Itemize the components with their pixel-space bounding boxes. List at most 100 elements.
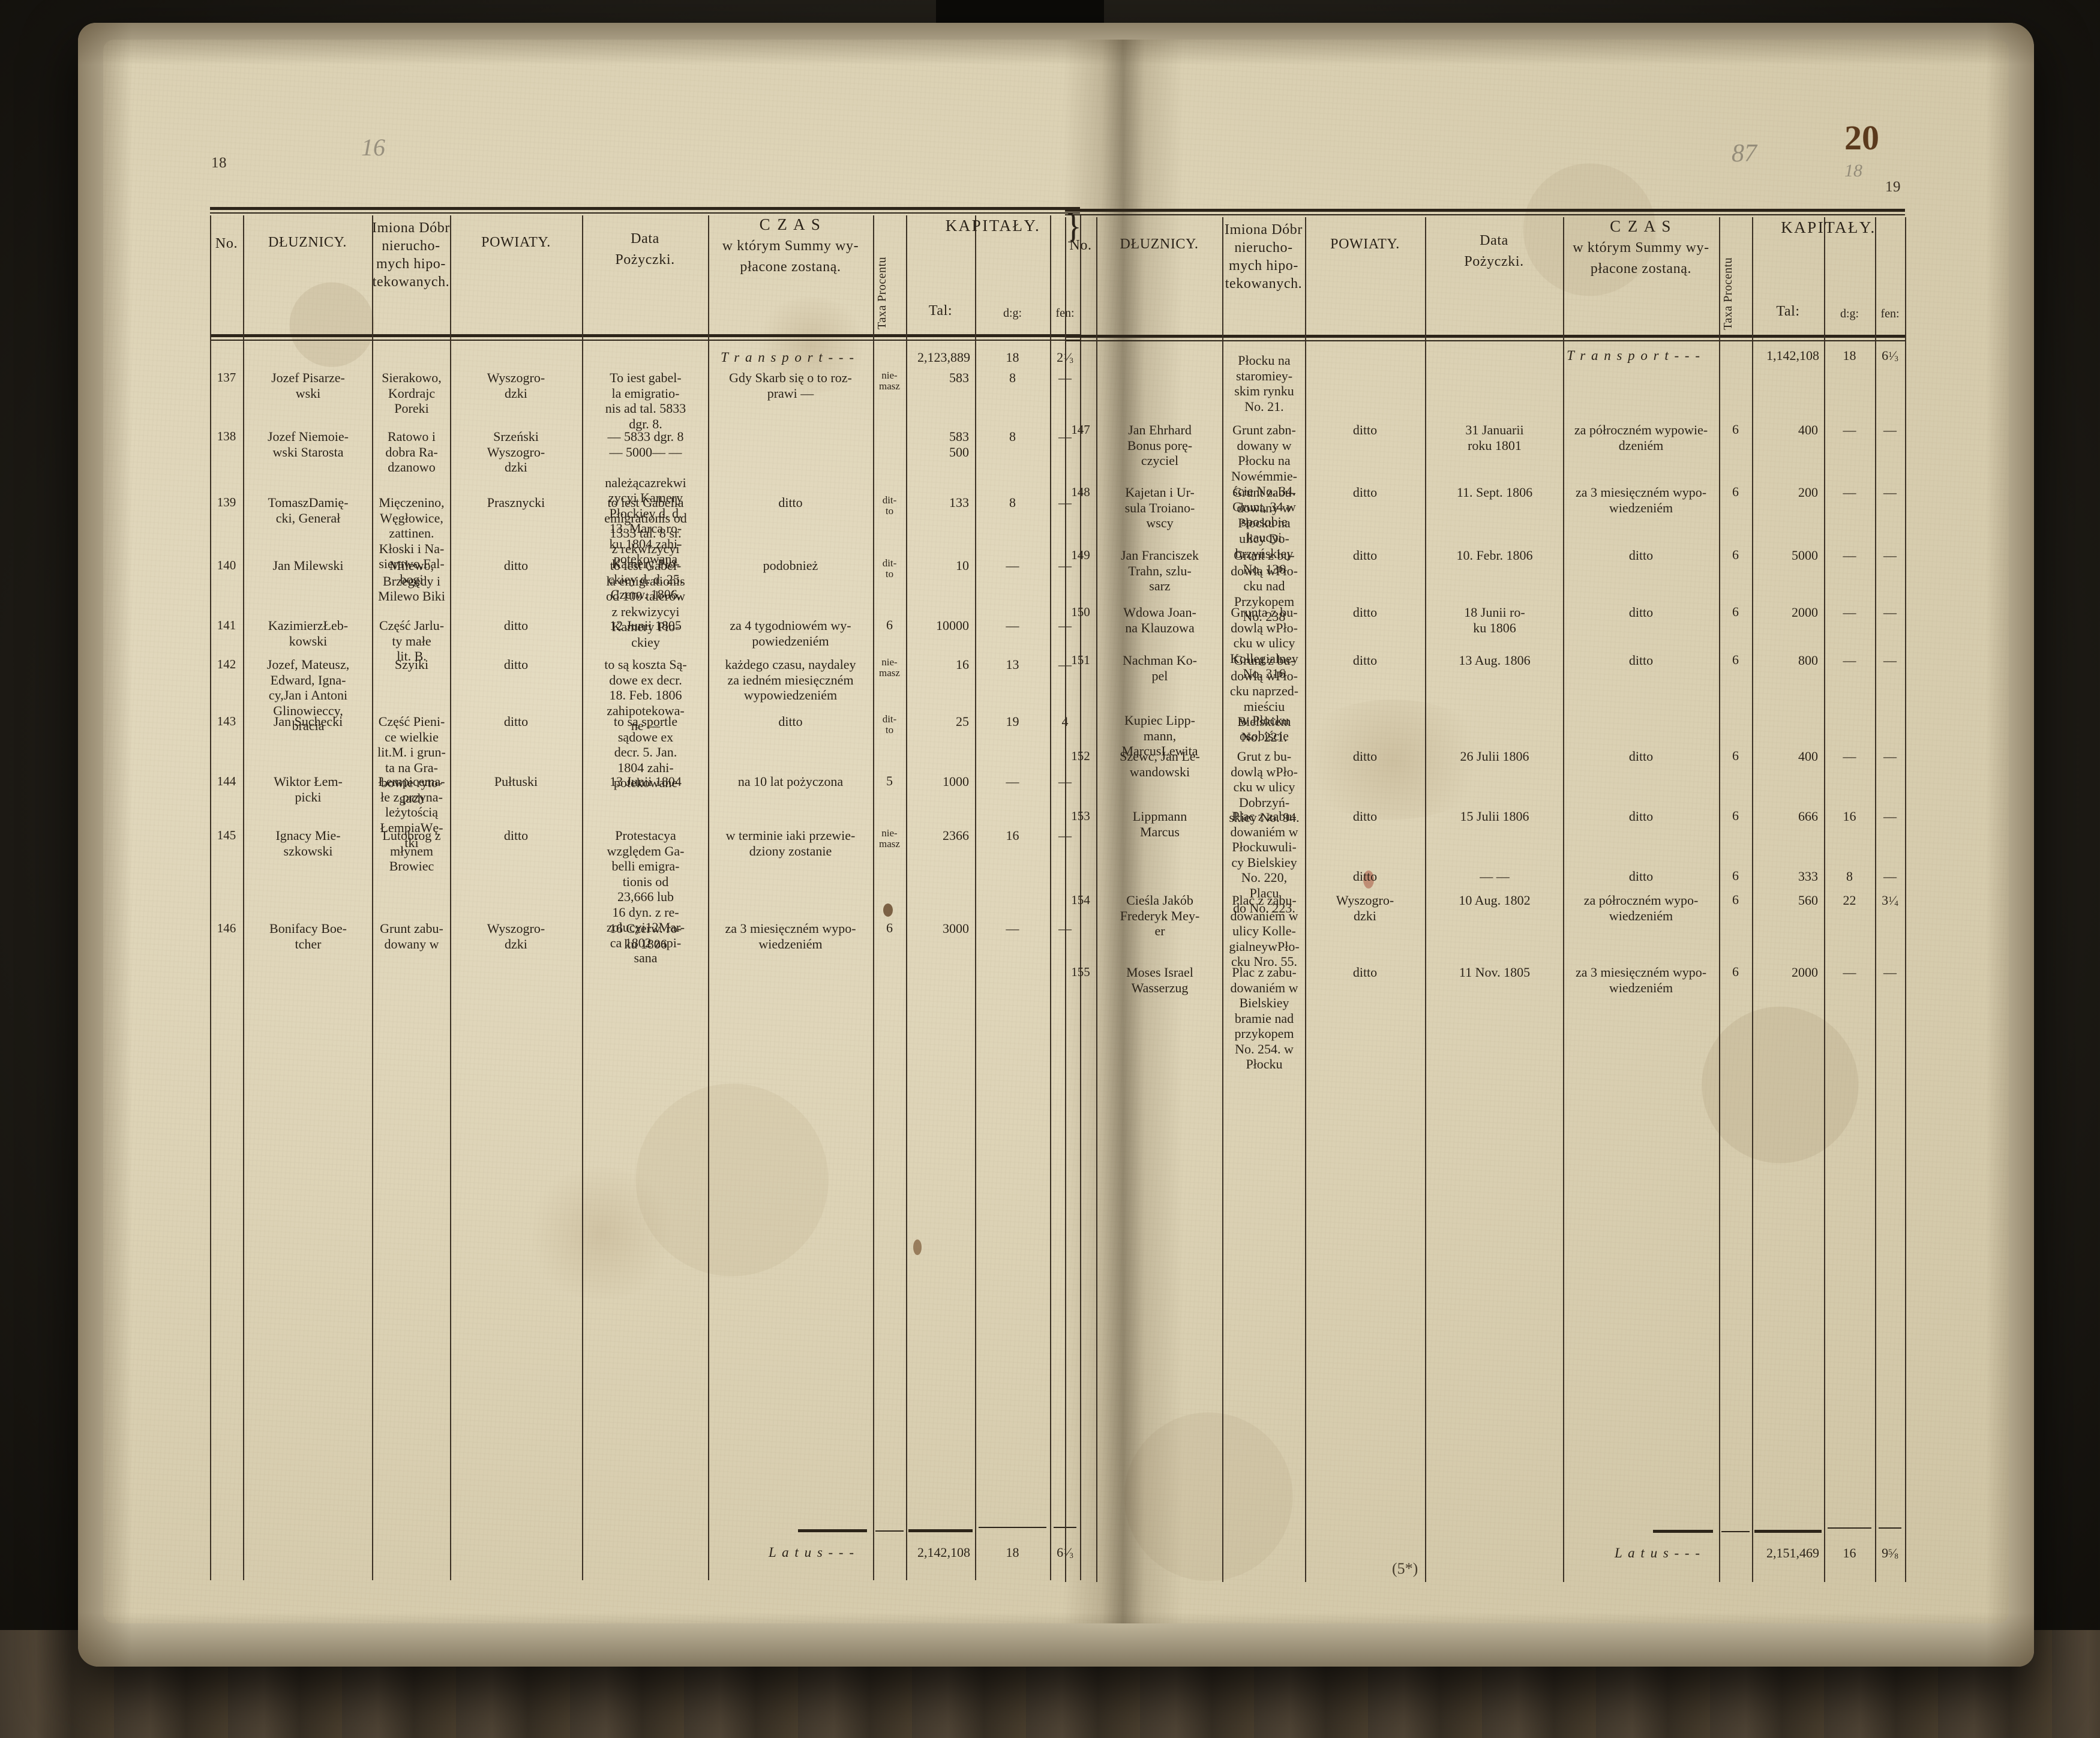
capital-tal: 10000 [936,618,969,633]
estate-name: Grunta z bu-dowlą wPło-cku w ulicy Kolleg… [1230,605,1298,682]
loan-date: 15 Julii 1806 [1460,809,1529,824]
capital-fen: — [1883,548,1897,563]
loan-date: To iest gabel-la emigratio-nis ad tal. 5… [605,370,686,431]
estate-name: Plac z zabu-dowaniém w ulicy Kolle-gialne… [1229,893,1300,969]
debtor-name: Jan Suchecki [273,714,343,729]
column-divider-2 [372,215,373,1580]
capital-tal: 560 [1798,893,1818,908]
capital-dg: — [1843,422,1856,437]
debtor-name: Ignacy Mie-szkowski [275,828,341,859]
row-number-143: 143 [217,714,236,728]
loan-date: — 5833 dgr. 8— 5000— — należącazrekwi zycy… [605,429,686,567]
debtor-name: Jozef, Mateusz, Edward, Igna-cy,Jan i Ant… [266,657,350,734]
latus-rule-dg [1828,1527,1871,1529]
capital-tal: 200 [1798,485,1818,500]
latus-rule-fen [1879,1527,1901,1529]
latus-rule-time [1653,1530,1713,1533]
estate-name: Grunt z bu-dowlą wPło-cku naprzed-mieści… [1229,653,1299,745]
interest-rate: 6 [1732,547,1739,562]
capital-dg: — [1843,605,1856,620]
payment-terms: ditto [1628,749,1654,764]
district-name: Wyszogro-dzki [487,921,545,951]
interest-rate: 6 [1732,748,1739,763]
capital-dg: 16 [1006,828,1019,843]
transport-total-tal: 1,142,108 [1766,348,1819,363]
capital-dg: 8 [1846,869,1853,884]
payment-terms: ditto [1628,605,1654,620]
loan-date: to iest Gabel-la emigrationis od 100 tale… [606,558,685,650]
estate-name: Łempicema-łe z przyna-leżytością ŁempiaWę… [378,774,445,851]
district-name: ditto [503,618,529,633]
capital-tal: 583 [949,370,969,385]
latus-rule-tal [1754,1530,1822,1533]
debtor-name: TomaszDamię-cki, Generał [268,495,349,526]
latus-total-fen: 95⁄8 [1882,1545,1898,1560]
capital-tal: 25 [956,714,969,729]
column-header-districts: POWIATY. [481,235,551,250]
debtor-name: KazimierzŁeb-kowski [268,618,349,649]
table-top-rule [210,207,1080,210]
district-name: ditto [503,657,529,672]
capital-tal: 3000 [943,921,969,936]
folio-number-right: 19 [1885,179,1901,195]
debtor-name: Wdowa Joan-na Klauzowa [1123,605,1196,635]
capital-fen: 31⁄4 [1882,893,1898,908]
ledger-table-right: No. DŁUZNICY. Imiona Dóbr nierucho-mych hip… [1065,209,1906,1586]
column-divider-7 [1752,217,1753,1582]
debtor-name: Lippmann Marcus [1132,809,1187,839]
loan-date: 10. Febr. 1806 [1456,548,1533,563]
row-number-155: 155 [1071,965,1090,979]
column-divider-4 [582,215,583,1580]
debtor-name: Kupiec Lipp-mann, MarcusLewita [1121,713,1198,759]
estate-name: Grut z bu-dowlą wPło-cku w ulicy Dobrzyń-… [1229,749,1300,826]
loan-date: Protestacya względem Ga-belli emigra-tion… [606,828,685,966]
capital-fen: — [1883,653,1897,668]
latus-rule-dg [979,1527,1046,1528]
estate-name: Ratowo i dobra Ra-dzanowo [385,429,438,475]
header-bottom-rule-2 [1065,340,1905,341]
debtor-name: Jan Milewski [272,558,344,573]
estate-name: Grunt zabu-dowany w Płocku na ulicy Do-brz… [1232,485,1296,577]
transport-total-tal: 2,123,889 [917,350,970,365]
debtor-name: Szewc, Jan Le-wandowski [1120,749,1200,779]
capital-fen: — [1883,605,1897,620]
column-header-estates: Imiona Dóbr nierucho-mych hipo-tekowanych… [372,220,450,290]
capital-tal: 400 [1798,422,1818,437]
capital-dg: 13 [1006,657,1019,672]
row-number-149: 149 [1071,548,1090,562]
capital-fen: — [1883,749,1897,764]
district-name: Pułtuski [494,774,538,789]
estate-name: Mięczenino, Węgłowice, zattinen. Kłoski i N… [379,495,445,587]
column-header-time-title: C Z A S [759,215,822,233]
latus-rule-rate [875,1530,904,1532]
debtor-name: Moses Israel Wasserzug [1126,965,1193,995]
carryover-estate-text: Płocku na staromiey-skim rynku No. 21. [1234,353,1294,414]
capital-fen: — [1883,809,1897,824]
row-number-151: 151 [1071,653,1090,667]
row-number-144: 144 [217,774,236,788]
interest-rate: nie-masz [879,827,900,850]
debtor-name: Kajetan i Ur-sula Troiano-wscy [1124,485,1195,531]
capital-dg: 19 [1006,714,1019,729]
pencil-annotation-left: 16 [361,134,385,161]
column-divider-8 [1824,217,1825,1582]
district-name: ditto [1352,965,1378,980]
column-divider-3 [1305,217,1306,1582]
capital-dg: — [1843,548,1856,563]
debtor-name: Cieśla Jakób Frederyk Mey-er [1120,893,1200,939]
payment-terms: ditto [1628,869,1654,884]
interest-rate: nie-masz [879,656,900,679]
estate-name: Grunt zabn-dowany w Płocku na Nowémmie-ści… [1231,422,1297,545]
row-number-146: 146 [217,921,236,935]
estate-name: Część Jarlu-ty małe lit. B. [379,618,445,664]
transport-total-fen: 61⁄3 [1882,348,1898,363]
estate-name: w Płocku osobiście [1239,713,1289,743]
estate-name: Grunt zabu-dowany w [380,921,443,951]
district-name: Prasznycki [487,495,545,510]
loan-date: to iest Gabella emigrationis od 1333 tal. … [604,495,687,602]
loan-date: 13 Junii 1804 [610,774,682,789]
interest-rate: 6 [1732,808,1739,823]
folio-number-left: 18 [211,155,227,171]
district-name: Wyszogro-dzki [487,370,545,401]
capital-dg: — [1843,653,1856,668]
